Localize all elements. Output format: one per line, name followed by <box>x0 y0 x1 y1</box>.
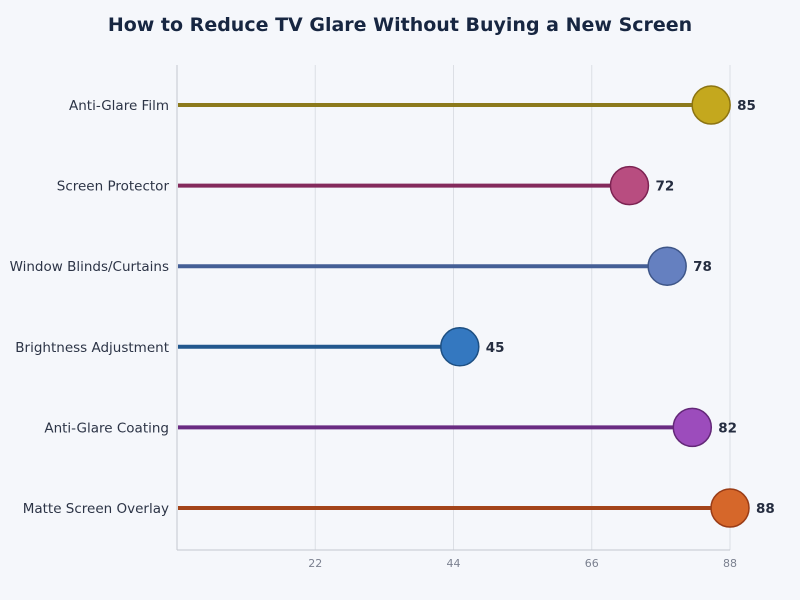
x-tick-label: 22 <box>308 557 322 570</box>
lollipop-marker <box>691 85 731 125</box>
category-label: Window Blinds/Curtains <box>10 259 169 275</box>
data-rows: Anti-Glare Film 85 Screen Protector 72 Windo… <box>10 85 775 528</box>
lollipop-row: Brightness Adjustment 45 <box>15 327 505 367</box>
value-label: 45 <box>486 340 505 356</box>
axes <box>176 65 730 551</box>
x-tick-labels: 22 44 66 88 <box>308 557 737 570</box>
x-tick-label: 44 <box>447 557 461 570</box>
x-tick-label: 88 <box>723 557 737 570</box>
lollipop-marker <box>609 165 650 206</box>
gridlines <box>314 65 731 550</box>
value-label: 88 <box>756 501 775 517</box>
chart-title: How to Reduce TV Glare Without Buying a … <box>107 14 693 36</box>
lollipop-row: Anti-Glare Film 85 <box>69 85 756 125</box>
value-label: 78 <box>693 259 712 275</box>
lollipop-marker <box>672 407 713 448</box>
value-label: 72 <box>655 179 674 195</box>
category-label: Screen Protector <box>57 179 170 195</box>
category-label: Brightness Adjustment <box>15 340 169 356</box>
category-label: Anti-Glare Film <box>69 98 169 114</box>
x-tick-label: 66 <box>585 557 599 570</box>
lollipop-row: Matte Screen Overlay 88 <box>23 488 775 528</box>
lollipop-row: Anti-Glare Coating 82 <box>44 407 737 448</box>
lollipop-row: Screen Protector 72 <box>57 165 674 206</box>
category-label: Matte Screen Overlay <box>23 501 169 517</box>
category-label: Anti-Glare Coating <box>44 420 169 436</box>
lollipop-marker <box>647 246 687 286</box>
lollipop-marker <box>710 488 750 528</box>
value-label: 82 <box>718 420 737 436</box>
lollipop-row: Window Blinds/Curtains 78 <box>10 246 712 286</box>
value-label: 85 <box>737 98 756 114</box>
lollipop-marker <box>440 327 480 367</box>
